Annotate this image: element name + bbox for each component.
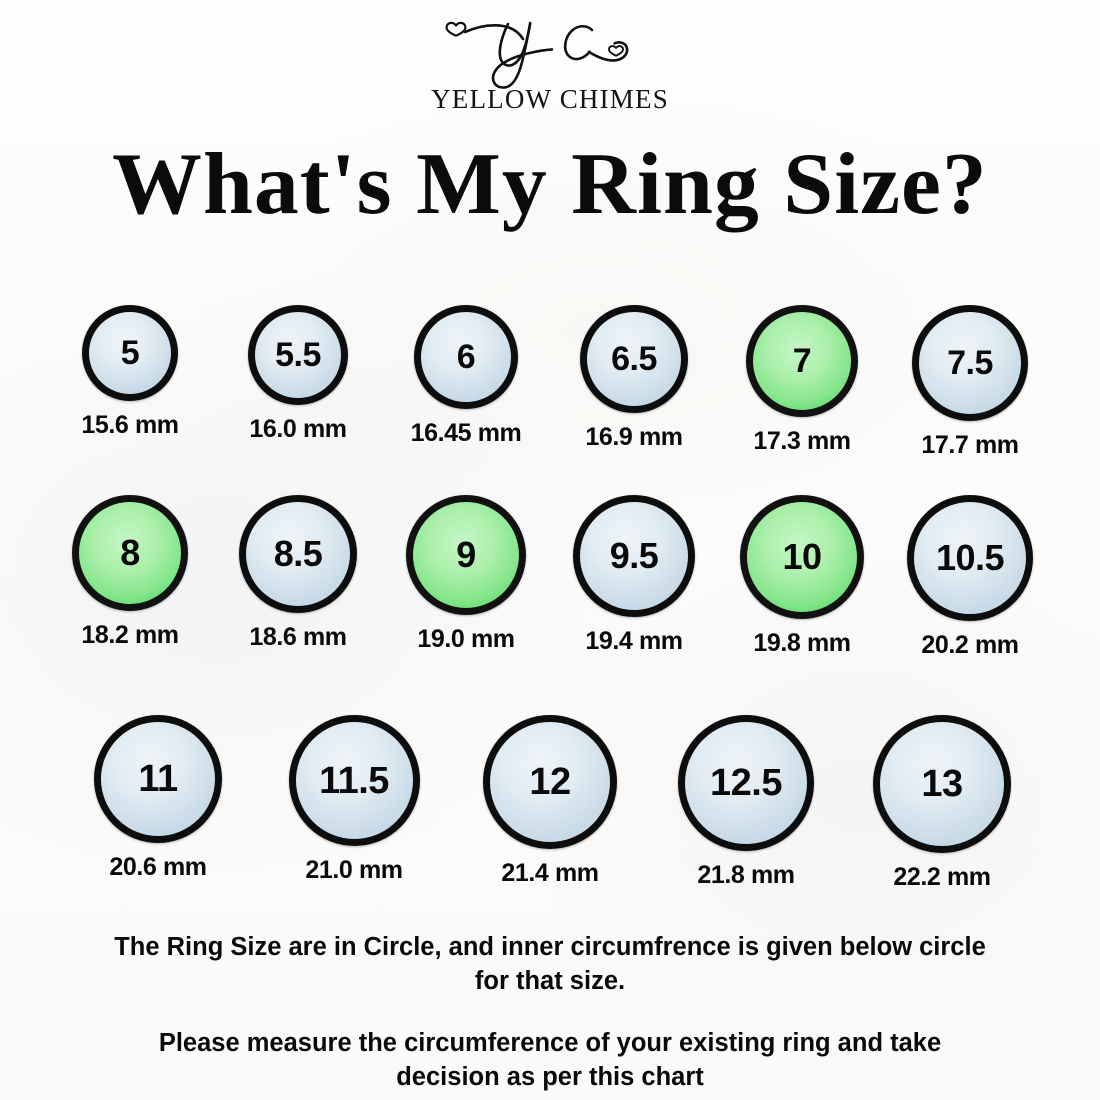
ring-circle[interactable]: 12.5 [678,715,814,851]
page-title: What's My Ring Size? [112,136,988,233]
ring-size-number: 10.5 [935,537,1005,578]
ring-circle-highlighted[interactable]: 8 [72,495,188,611]
ring-size-cell: 13 22.2 mm [844,715,1040,890]
ring-circle[interactable]: 7.5 [912,305,1028,421]
ring-circle[interactable]: 6 [414,305,518,409]
ring-circumference-label: 19.8 mm [753,629,851,657]
size-row-2: 8 18.2 mm 8.5 18.6 mm 9 19.0 mm 9.5 19.4 mm 10 19… [0,495,1100,658]
ring-circumference-label: 18.6 mm [249,623,347,651]
ring-circumference-label: 20.2 mm [921,631,1019,659]
chart-note-primary: The Ring Size are in Circle, and inner c… [114,933,986,996]
ring-circle[interactable]: 5 [82,305,178,401]
ring-circle[interactable]: 5.5 [248,305,348,405]
ring-circumference-label: 16.9 mm [585,423,683,451]
ring-size-cell: 10 19.8 mm [718,495,886,656]
ring-size-number: 6.5 [611,340,657,378]
ring-size-number: 5 [120,334,140,372]
ring-size-cell: 8 18.2 mm [46,495,214,648]
ring-size-number: 8 [120,532,140,573]
ring-circle[interactable]: 10.5 [907,495,1033,621]
ring-size-cell: 12 21.4 mm [452,715,648,886]
size-row-1: 5 15.6 mm 5.5 16.0 mm 6 16.45 mm 6.5 16.9 mm 7 17… [0,305,1100,458]
ring-size-number: 11 [138,758,178,800]
ring-circumference-label: 22.2 mm [893,863,991,891]
ring-size-number: 7 [792,342,812,380]
ring-circle-highlighted[interactable]: 10 [740,495,864,619]
ring-size-cell: 5.5 16.0 mm [214,305,382,442]
ring-size-cell: 11 20.6 mm [60,715,256,880]
ring-circumference-label: 19.0 mm [417,625,515,653]
ring-size-cell: 10.5 20.2 mm [886,495,1054,658]
ring-circumference-label: 21.4 mm [501,859,599,887]
chart-note-secondary: Please measure the circumference of your… [158,1029,942,1092]
ring-circle[interactable]: 9.5 [573,495,695,617]
ring-size-number: 9.5 [609,535,659,576]
ring-size-cell: 9.5 19.4 mm [550,495,718,654]
ring-size-number: 9 [456,534,476,575]
ring-size-number: 5.5 [275,336,321,374]
ring-size-cell: 5 15.6 mm [46,305,214,438]
ring-size-cell: 6.5 16.9 mm [550,305,718,450]
ring-circumference-label: 16.45 mm [410,419,522,447]
ring-circle[interactable]: 11 [94,715,222,843]
ring-size-number: 10 [782,536,822,577]
ring-circumference-label: 18.2 mm [81,621,179,649]
yc-monogram-logo-icon [445,21,629,89]
ring-circumference-label: 19.4 mm [585,627,683,655]
ring-size-cell: 9 19.0 mm [382,495,550,652]
ring-circumference-label: 17.7 mm [921,431,1019,459]
ring-circumference-label: 17.3 mm [753,427,851,455]
size-row-3: 11 20.6 mm 11.5 21.0 mm 12 21.4 mm 12.5 21.8 mm… [0,715,1100,890]
ring-size-number: 12 [529,761,571,803]
ring-size-cell: 6 16.45 mm [382,305,550,446]
ring-circumference-label: 16.0 mm [249,415,347,443]
brand-name: YELLOW CHIMES [431,84,669,114]
ring-size-number: 8.5 [273,533,323,574]
ring-size-number: 11.5 [319,759,389,802]
ring-circumference-label: 20.6 mm [109,853,207,881]
ring-circle[interactable]: 8.5 [239,495,357,613]
ring-circle-highlighted[interactable]: 9 [406,495,526,615]
ring-circle[interactable]: 12 [483,715,617,849]
ring-circumference-label: 21.8 mm [697,861,795,889]
ring-circle[interactable]: 6.5 [580,305,688,413]
ring-size-cell: 8.5 18.6 mm [214,495,382,650]
ring-size-cell: 11.5 21.0 mm [256,715,452,883]
ring-size-cell: 7.5 17.7 mm [886,305,1054,458]
ring-size-number: 13 [921,763,963,805]
ring-size-cell: 7 17.3 mm [718,305,886,454]
ring-size-number: 12.5 [710,762,782,804]
ring-size-cell: 12.5 21.8 mm [648,715,844,888]
ring-circle-highlighted[interactable]: 7 [746,305,858,417]
ring-size-number: 6 [456,338,476,376]
ring-size-number: 7.5 [947,344,993,382]
ring-circumference-label: 21.0 mm [305,856,403,884]
ring-circle[interactable]: 13 [873,715,1011,853]
ring-circumference-label: 15.6 mm [81,411,179,439]
poster-header: YELLOW CHIMES What's My Ring Size? [0,0,1100,288]
ring-circle[interactable]: 11.5 [288,715,420,846]
